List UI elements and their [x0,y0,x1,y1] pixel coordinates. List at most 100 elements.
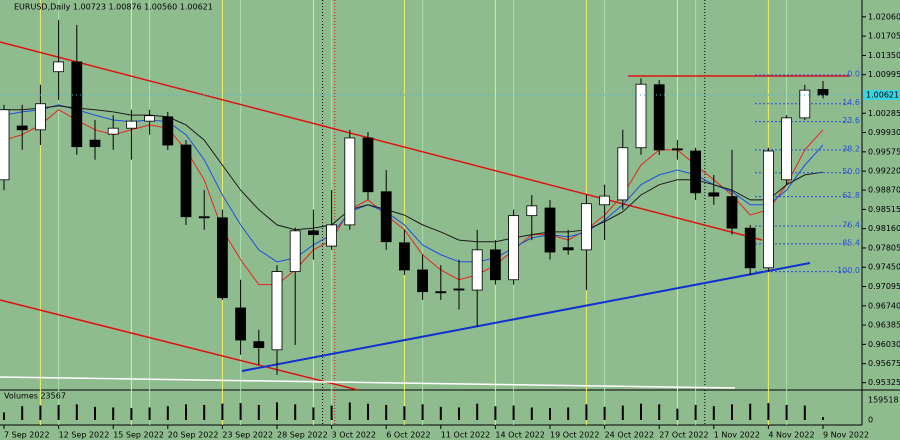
fib-label: 50.0 [842,167,860,176]
chart-title: EURUSD,Daily 1.00723 1.00876 1.00560 1.0… [14,3,213,12]
candle-body [35,103,46,131]
candle-body [326,224,338,247]
x-tick-label: 20 Sep 2022 [168,431,219,440]
x-tick-label: 28 Sep 2022 [277,431,328,440]
y-tick-label: 0.99220 [868,167,900,176]
candle-body [216,217,228,299]
candle-body [526,205,538,217]
candle-body [0,109,10,181]
candle-body [289,230,301,272]
candle-body [398,242,410,271]
trend-line [241,262,811,372]
fib-label: 100.0 [837,266,860,275]
fib-label: 76.4 [842,220,860,229]
candle-body [653,84,665,151]
y-tick-label: 1.02060 [868,12,900,21]
candle-body [508,215,520,281]
candle-body [453,288,465,291]
fib-label: 23.6 [842,116,860,125]
moving-average [3,104,824,263]
x-tick-label: 4 Nov 2022 [768,431,814,440]
candle-body [799,89,811,119]
candle-body [16,125,28,131]
y-tick-label: 0.95675 [868,359,900,368]
y-tick-label: 0.97095 [868,282,900,291]
candle-body [417,269,429,293]
x-tick-label: 1 Nov 2022 [714,431,760,440]
candle-body [89,139,101,148]
candle-body [763,150,774,269]
x-tick-label: 19 Oct 2022 [550,431,599,440]
x-tick-label: 24 Oct 2022 [605,431,654,440]
candle-body [726,196,738,229]
x-tick-label: 7 Sep 2022 [4,431,50,440]
y-tick-label: 0.96385 [868,321,900,330]
candle-body [708,192,720,197]
y-tick-label: 0.97450 [868,263,900,272]
trend-line [0,376,736,389]
candle-body [235,307,247,341]
candle-body [817,89,829,96]
candle-body [544,207,556,253]
fib-label: 61.8 [842,191,860,200]
candle-body [744,227,756,269]
y-tick-label: 0.99930 [868,128,900,137]
candle-body [253,341,265,349]
candle-body [126,120,137,129]
candle-body [690,150,701,194]
volume-tick-label: 159518 [868,396,899,405]
candle-body [144,115,156,122]
candle-body [581,203,592,251]
candle-body [162,116,174,146]
x-tick-label: 11 Oct 2022 [441,431,490,440]
x-tick-label: 12 Sep 2022 [59,431,110,440]
y-tick-label: 1.01705 [868,32,900,41]
x-tick-label: 3 Oct 2022 [332,431,376,440]
y-tick-label: 0.95325 [868,378,900,387]
y-tick-label: 0.96030 [868,340,900,349]
candle-body [344,137,356,226]
candle-body [107,127,119,135]
x-tick-label: 27 Oct 2022 [659,431,708,440]
last-price-label: 1.00621 [866,91,899,100]
moving-average [4,105,824,243]
x-tick-label: 9 Nov 2022 [823,431,869,440]
y-tick-label: 0.96740 [868,301,900,310]
fib-label: 38.2 [842,144,860,153]
trend-line [0,299,359,391]
candle-body [562,247,574,251]
x-tick-label: 6 Oct 2022 [386,431,430,440]
y-tick-label: 0.97805 [868,243,900,252]
candle-body [672,148,683,151]
candle-body [781,117,792,181]
y-tick-label: 0.99575 [868,147,900,156]
candle-body [635,83,647,149]
x-tick-label: 15 Sep 2022 [113,431,164,440]
candle-body [53,61,64,73]
candle-body [180,144,192,218]
volume-tick-label: 0 [868,416,873,425]
x-tick-label: 23 Sep 2022 [222,431,273,440]
last-price-tag [863,90,900,101]
candle-body [307,230,319,236]
candle-body [471,249,483,291]
fib-label: 85.4 [842,238,860,247]
candle-body [435,291,447,294]
y-tick-label: 1.00285 [868,109,900,118]
candle-body [198,216,210,219]
candle-body [71,61,83,148]
moving-average [3,109,824,286]
candle-body [380,191,392,243]
fib-label: 14.6 [842,98,860,107]
volume-label: Volumes 23567 [4,392,66,401]
y-tick-label: 0.98515 [868,205,900,214]
candle-body [489,249,501,281]
candle-body [362,137,374,193]
y-tick-label: 1.01350 [868,51,900,60]
y-tick-label: 0.98870 [868,186,900,195]
y-tick-label: 0.98160 [868,224,900,233]
x-tick-label: 14 Oct 2022 [495,431,544,440]
y-tick-label: 1.00995 [868,70,900,79]
candle-body [271,271,283,351]
